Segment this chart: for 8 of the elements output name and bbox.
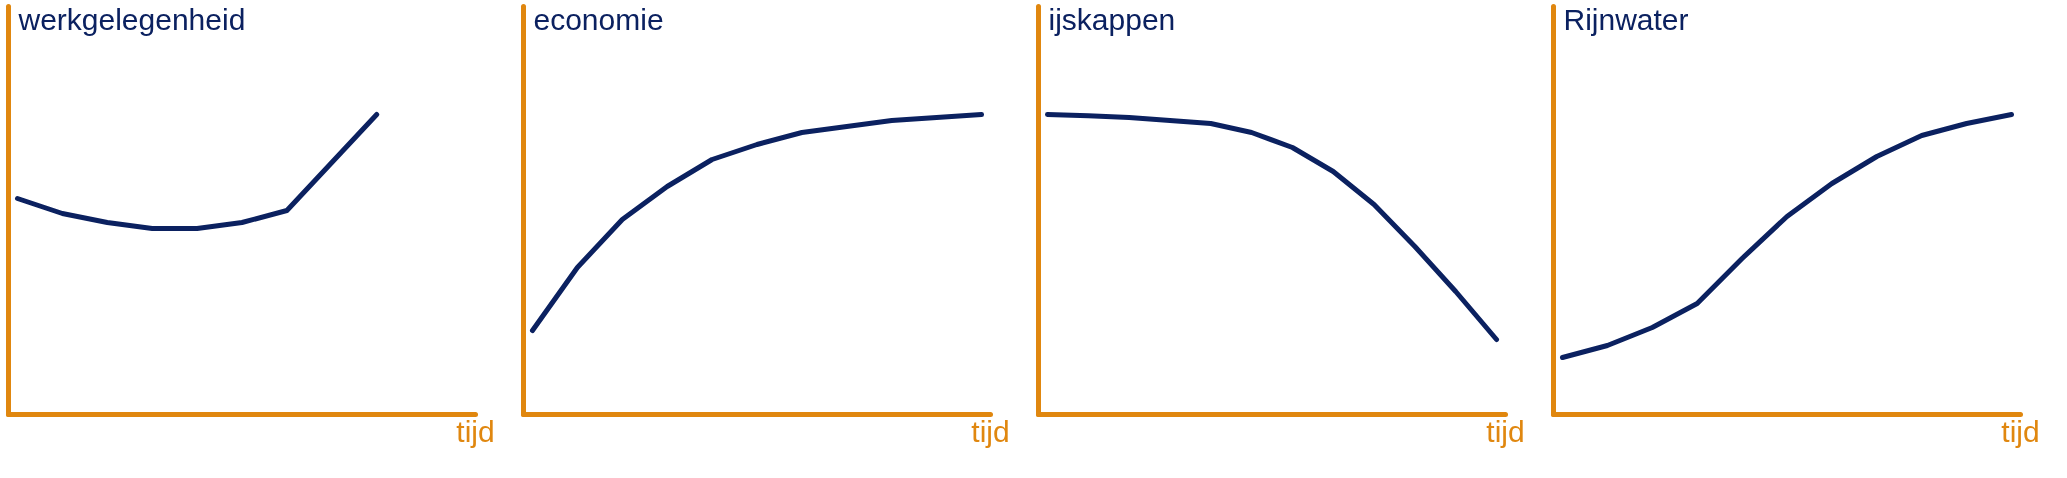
chart-title: Rijnwater	[1563, 2, 1689, 36]
chart-title: ijskappen	[1048, 2, 1176, 36]
x-axis-title: tijd	[1486, 414, 1525, 448]
x-axis-title: tijd	[456, 414, 495, 448]
x-axis-title: tijd	[2001, 414, 2040, 448]
chart-title: werkgelegenheid	[17, 2, 246, 36]
chart-title: economie	[533, 2, 664, 36]
x-axis-title: tijd	[971, 414, 1010, 448]
